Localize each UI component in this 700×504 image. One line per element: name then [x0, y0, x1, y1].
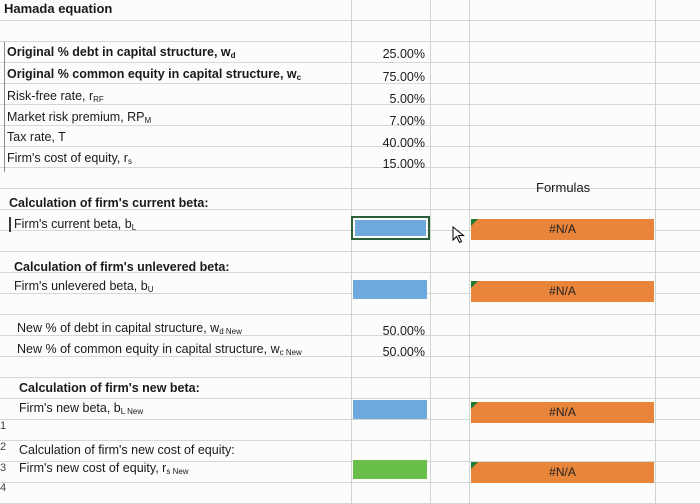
new-debt-label[interactable]: New % of debt in capital structure, wd N… — [17, 321, 242, 336]
input-label-tax[interactable]: Tax rate, T — [7, 130, 66, 144]
current-beta-input-cell[interactable] — [355, 220, 426, 236]
input-label-debt[interactable]: Original % debt in capital structure, wd — [7, 45, 236, 60]
input-label-equity[interactable]: Original % common equity in capital stru… — [7, 67, 302, 82]
comment-corner-icon — [471, 219, 478, 226]
new-beta-heading: Calculation of firm's new beta: — [19, 381, 200, 395]
comment-corner-icon — [471, 462, 478, 469]
current-beta-formula-cell[interactable]: #N/A — [471, 219, 654, 240]
selected-cell-border — [351, 216, 430, 240]
row-number[interactable]: 4 — [0, 482, 7, 494]
input-label-cost-equity[interactable]: Firm's cost of equity, rs — [7, 151, 132, 166]
new-beta-formula-cell[interactable]: #N/A — [471, 402, 654, 423]
inputs-border — [4, 42, 250, 172]
input-value-debt[interactable]: 25.00% — [382, 47, 425, 61]
new-equity-value[interactable]: 50.00% — [382, 345, 425, 359]
new-beta-label[interactable]: Firm's new beta, bL New — [19, 401, 144, 416]
unlevered-beta-heading: Calculation of firm's unlevered beta: — [14, 260, 230, 274]
new-debt-value[interactable]: 50.00% — [382, 324, 425, 338]
input-value-rf[interactable]: 5.00% — [389, 92, 425, 106]
input-label-rpm[interactable]: Market risk premium, RPM — [7, 110, 152, 125]
input-value-cost-equity[interactable]: 15.00% — [382, 157, 425, 171]
input-value-tax[interactable]: 40.00% — [382, 136, 425, 150]
comment-corner-icon — [471, 402, 478, 409]
comment-corner-icon — [471, 281, 478, 288]
row-number[interactable]: 1 — [0, 420, 7, 432]
new-cost-input-cell[interactable] — [353, 460, 427, 479]
new-cost-label[interactable]: Firm's new cost of equity, rs New — [19, 461, 189, 476]
current-beta-label[interactable]: Firm's current beta, bL — [9, 217, 136, 232]
current-beta-heading: Calculation of firm's current beta: — [9, 196, 209, 210]
new-beta-input-cell[interactable] — [353, 400, 427, 419]
unlevered-beta-label[interactable]: Firm's unlevered beta, bU — [14, 279, 154, 294]
new-cost-heading: Calculation of firm's new cost of equity… — [19, 443, 235, 457]
row-number[interactable]: 3 — [0, 462, 7, 474]
formulas-header: Formulas — [536, 180, 591, 195]
sheet-title: Hamada equation — [4, 1, 113, 16]
cursor-arrow-icon — [452, 225, 468, 249]
input-value-equity[interactable]: 75.00% — [382, 70, 425, 84]
input-value-rpm[interactable]: 7.00% — [389, 114, 425, 128]
new-equity-label[interactable]: New % of common equity in capital struct… — [17, 342, 302, 357]
unlevered-beta-input-cell[interactable] — [353, 280, 427, 299]
unlevered-beta-formula-cell[interactable]: #N/A — [471, 281, 654, 302]
row-number[interactable]: 2 — [0, 441, 7, 453]
new-cost-formula-cell[interactable]: #N/A — [471, 462, 654, 483]
input-label-rf[interactable]: Risk-free rate, rRF — [7, 89, 104, 104]
